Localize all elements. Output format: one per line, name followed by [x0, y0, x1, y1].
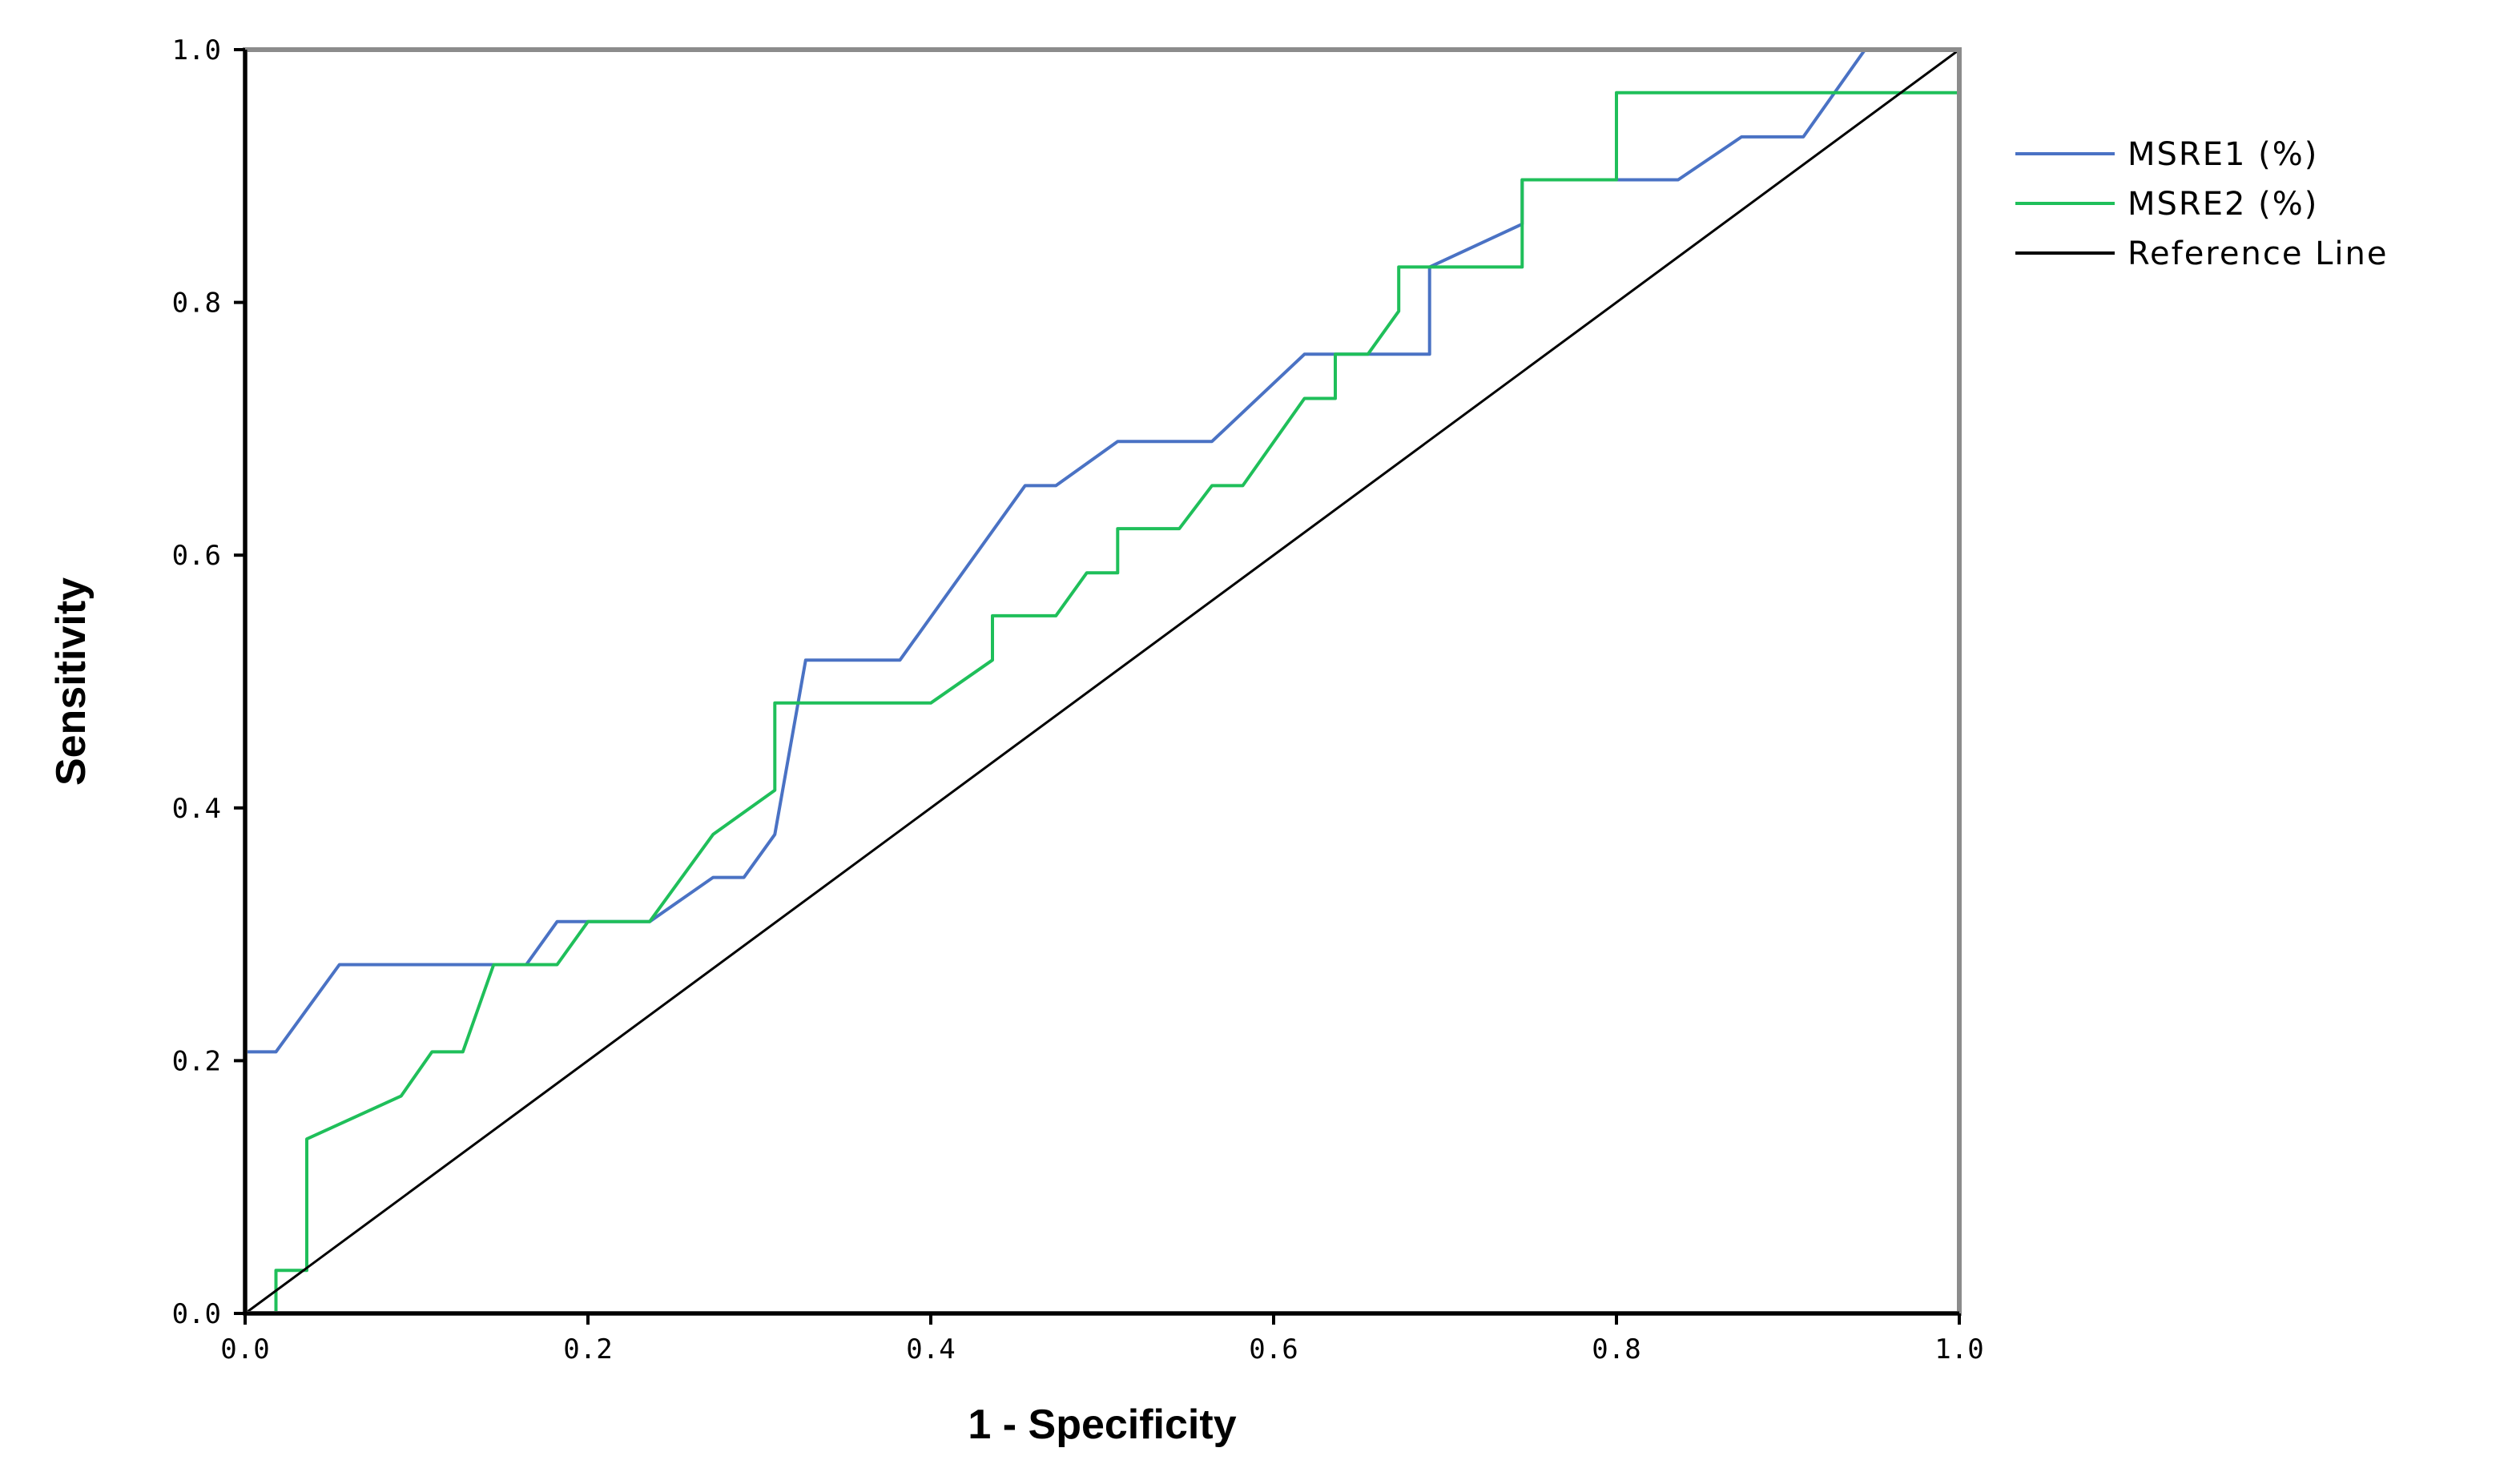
y-tick-label: 0.2	[172, 1045, 221, 1077]
x-tick-label: 0.6	[1249, 1333, 1298, 1365]
x-tick-label: 0.2	[563, 1333, 612, 1365]
series-layer	[244, 48, 1961, 1315]
y-tick-label: 0.6	[172, 540, 221, 572]
legend-label-1: MSRE1 (%)	[2128, 136, 2318, 173]
x-tick-label: 0.8	[1592, 1333, 1640, 1365]
x-tick-label: 0.4	[906, 1333, 955, 1365]
y-tick-label: 0.4	[172, 793, 221, 825]
x-tick-label: 1.0	[1934, 1333, 1983, 1365]
legend: MSRE1 (%) MSRE2 (%) Reference Line	[2015, 136, 2389, 272]
series-line-2	[245, 50, 1961, 1315]
series-line-3	[244, 48, 1960, 1315]
y-axis-title: Sensitivity	[48, 577, 95, 786]
axes-layer: 0.0 0.2 0.4 0.6 0.8 1.0 0.0 0.2 0.4 0.6 0.8 1.0	[172, 34, 1984, 1365]
x-tick-label: 0.0	[220, 1333, 269, 1365]
series-line-1	[244, 48, 1959, 1313]
y-tick-label: 1.0	[172, 34, 221, 66]
legend-label-2: MSRE2 (%)	[2128, 186, 2318, 223]
x-axis-title: 1 - Specificity	[968, 1402, 1236, 1448]
y-tick-label: 0.0	[172, 1298, 221, 1330]
y-tick-label: 0.8	[172, 288, 221, 320]
legend-label-3: Reference Line	[2128, 235, 2389, 272]
